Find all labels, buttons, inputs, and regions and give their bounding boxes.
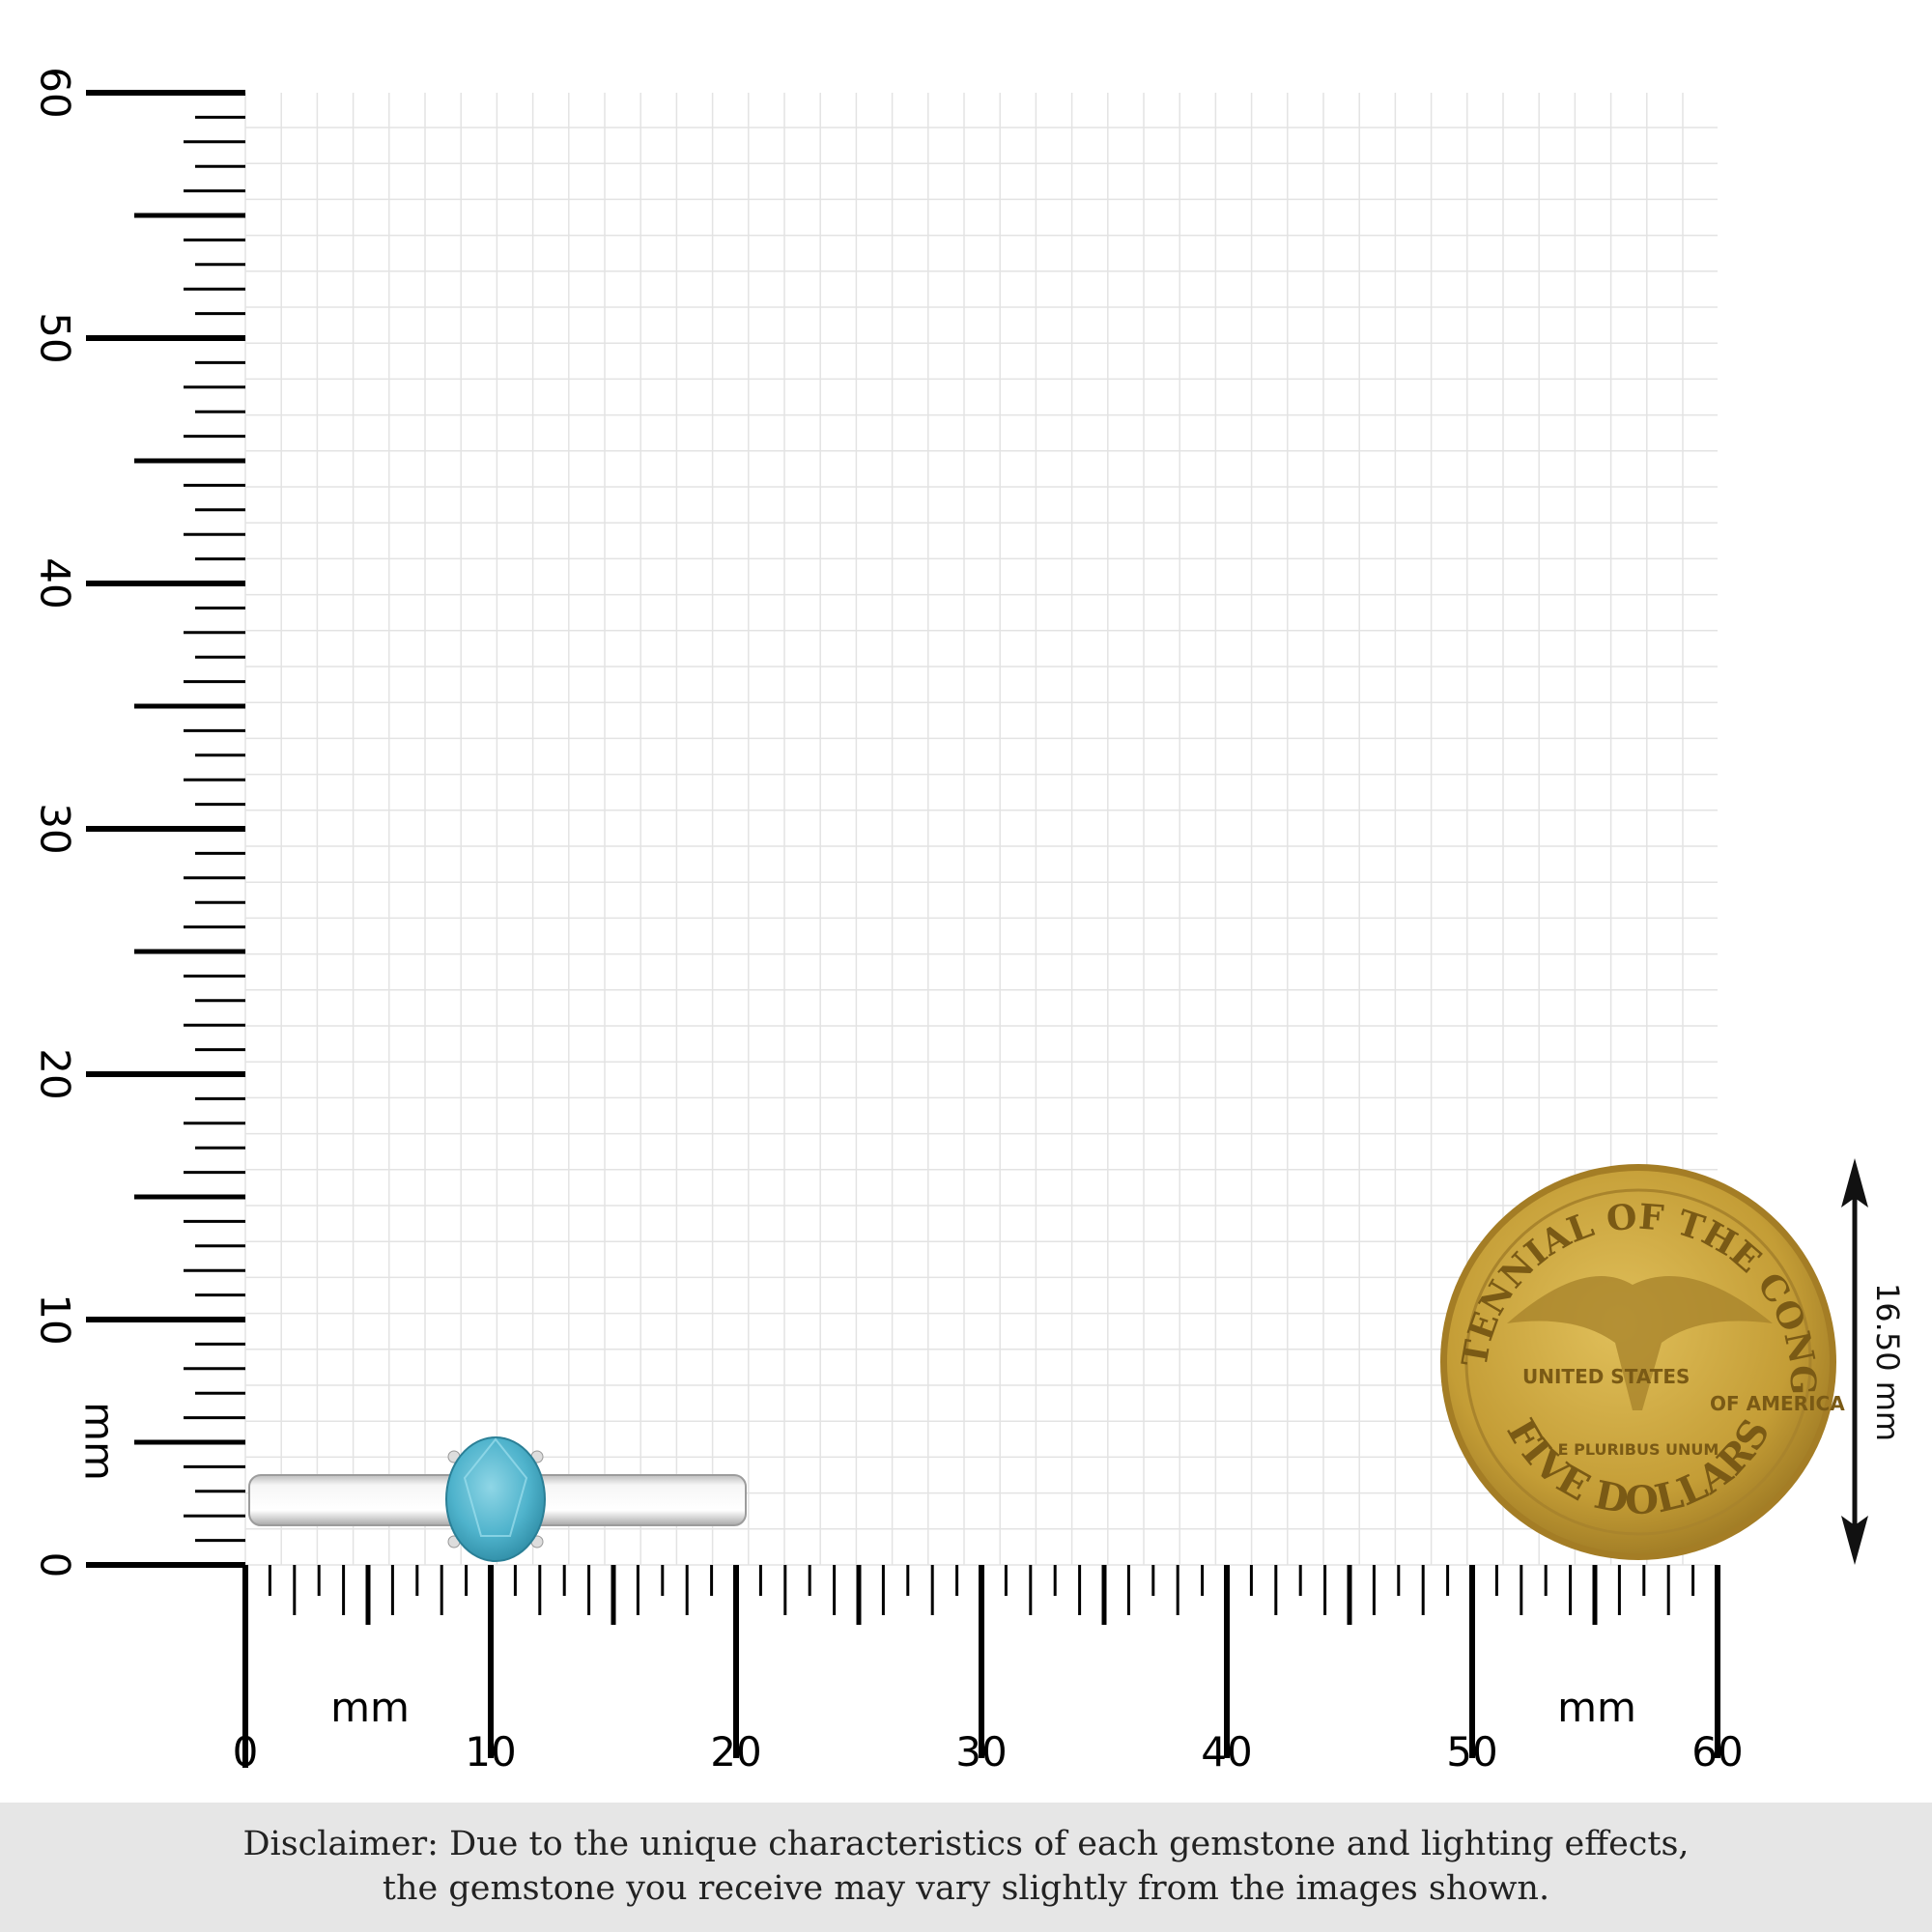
x-tick-label: 0 [233,1728,259,1776]
y-tick-label: 20 [32,1048,79,1099]
coin-image: BICENTENNIAL OF THE CONGRESS FIVE DOLLAR… [0,0,1845,1560]
x-unit-label: mm [330,1684,410,1731]
y-tick-label: 10 [32,1293,79,1345]
x-tick-label: 30 [955,1728,1007,1776]
coin-diameter-label: 16.50 mm [1869,1283,1906,1441]
x-unit-label: mm [1557,1684,1636,1731]
coin-text-united-states: UNITED STATES [1522,1365,1690,1388]
y-tick-label: 60 [32,67,79,118]
disclaimer-line-2: the gemstone you receive may vary slight… [382,1869,1550,1908]
ruler-ticks [86,90,1720,1768]
gemstone [445,1436,546,1562]
y-unit-label: mm [76,1402,124,1481]
coin-text-of-america: OF AMERICA [1710,1392,1845,1415]
x-tick-label: 50 [1446,1728,1497,1776]
y-tick-label: 50 [32,312,79,363]
eagle-emblem [1507,1276,1773,1410]
y-tick-label: 0 [32,1552,79,1578]
disclaimer: Disclaimer: Due to the unique characteri… [0,1803,1932,1932]
y-tick-label: 40 [32,557,79,609]
y-tick-label: 30 [32,803,79,854]
x-tick-label: 20 [710,1728,761,1776]
disclaimer-line-1: Disclaimer: Due to the unique characteri… [242,1825,1690,1863]
ruler-labels: 0 10 20 30 40 50 60 0 10 20 30 40 50 60 mm mm mm [32,67,1744,1776]
coin-text-motto: E PLURIBUS UNUM [1558,1440,1719,1459]
ring-image [248,1436,747,1562]
x-tick-label: 40 [1201,1728,1252,1776]
coin-diameter-arrow: 16.50 mm [1841,1158,1906,1565]
x-tick-label: 60 [1691,1728,1743,1776]
x-tick-label: 10 [465,1728,516,1776]
